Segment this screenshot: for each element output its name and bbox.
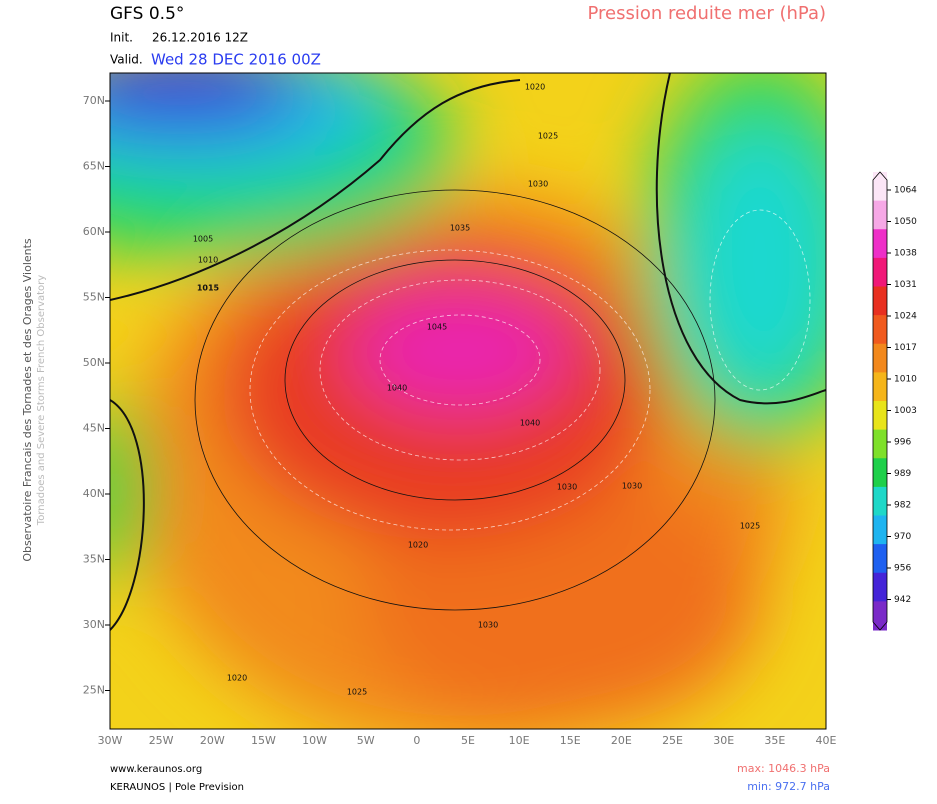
colorbar-segment	[873, 172, 887, 202]
contour-label: 1010	[198, 256, 218, 265]
min-value: min: 972.7 hPa	[747, 780, 830, 793]
lon-label: 15E	[560, 734, 581, 747]
colorbar-segment	[873, 572, 887, 602]
colorbar-segment	[873, 343, 887, 373]
lon-label: 20E	[611, 734, 632, 747]
contour-label: 1030	[557, 483, 577, 492]
valid-value: Wed 28 DEC 2016 00Z	[151, 51, 321, 69]
contour-label: 1020	[408, 541, 428, 550]
contour-label: 1040	[520, 419, 540, 428]
colorbar-segment	[873, 315, 887, 345]
side-text: Observatoire Francais des Tornades et de…	[21, 238, 34, 562]
colorbar-segment	[873, 429, 887, 459]
credit: KERAUNOS | Pole Prevision	[110, 782, 244, 793]
colorbar-label: 1010	[894, 375, 917, 385]
colorbar-label: 1003	[894, 406, 917, 416]
colorbar-label: 996	[894, 438, 911, 448]
lat-label: 55N	[83, 291, 105, 304]
colorbar-label: 1017	[894, 343, 917, 353]
map-title: Pression reduite mer (hPa)	[587, 3, 826, 24]
contour-label: 1030	[528, 180, 548, 189]
lat-label: 30N	[83, 618, 105, 631]
lat-label: 25N	[83, 684, 105, 697]
lon-label: 30E	[713, 734, 734, 747]
map-frame	[109, 72, 827, 730]
lon-label: 25W	[149, 734, 174, 747]
contour-label: 1025	[347, 688, 367, 697]
colorbar-segment	[873, 544, 887, 574]
colorbar-label: 1050	[894, 217, 917, 227]
colorbar-segment	[873, 372, 887, 402]
contour-label: 1020	[227, 674, 247, 683]
colorbar-label: 989	[894, 469, 911, 479]
contour-label: 1020	[525, 83, 545, 92]
contour-label: 1030	[622, 482, 642, 491]
contour-label: 1040	[387, 384, 407, 393]
lat-label: 65N	[83, 160, 105, 173]
lon-label: 5E	[461, 734, 475, 747]
colorbar-label: 970	[894, 532, 911, 542]
lon-label: 40E	[815, 734, 836, 747]
lon-label: 20W	[200, 734, 225, 747]
colorbar-segment	[873, 401, 887, 431]
colorbar-segment	[873, 229, 887, 259]
lat-label: 40N	[83, 487, 105, 500]
lat-label: 60N	[83, 225, 105, 238]
colorbar-segment	[873, 257, 887, 287]
lat-label: 50N	[83, 356, 105, 369]
lon-label: 10W	[302, 734, 327, 747]
lat-label: 35N	[83, 553, 105, 566]
max-value: max: 1046.3 hPa	[737, 762, 830, 775]
lon-label: 15W	[251, 734, 276, 747]
pressure-field	[110, 73, 826, 729]
lon-label: 30W	[98, 734, 123, 747]
lon-label: 5W	[357, 734, 375, 747]
website: www.keraunos.org	[110, 764, 202, 775]
lon-label: 35E	[764, 734, 785, 747]
colorbar-label: 942	[894, 595, 911, 605]
colorbar-label: 1031	[894, 280, 917, 290]
lon-label: 0	[413, 734, 420, 747]
contour-label: 1025	[740, 522, 760, 531]
init-value: 26.12.2016 12Z	[152, 31, 248, 45]
lat-label: 70N	[83, 94, 105, 107]
contour-label: 1025	[538, 132, 558, 141]
lon-label: 25E	[662, 734, 683, 747]
colorbar-segment	[873, 286, 887, 316]
colorbar-segment	[873, 515, 887, 545]
colorbar-segment	[873, 601, 887, 631]
contour-label: 1030	[478, 621, 498, 630]
contour-label: 1035	[450, 224, 470, 233]
colorbar-segment	[873, 200, 887, 230]
model: GFS 0.5°	[110, 4, 184, 24]
colorbar-label: 1024	[894, 312, 917, 322]
colorbar-label: 982	[894, 501, 911, 511]
colorbar-segment	[873, 458, 887, 488]
contour-label: 1015	[197, 284, 220, 293]
contour-label: 1005	[193, 235, 213, 244]
lat-label: 45N	[83, 422, 105, 435]
colorbar-label: 956	[894, 564, 911, 574]
valid-label: Valid.	[110, 53, 143, 67]
lon-label: 10E	[509, 734, 530, 747]
side-subtext: Tornadoes and Severe Storms French Obser…	[36, 275, 47, 526]
colorbar-segment	[873, 486, 887, 516]
colorbar-label: 1064	[894, 186, 917, 196]
init-label: Init.	[110, 31, 133, 45]
contour-label: 1045	[427, 323, 447, 332]
colorbar-frame	[872, 171, 888, 631]
colorbar-label: 1038	[894, 249, 917, 259]
